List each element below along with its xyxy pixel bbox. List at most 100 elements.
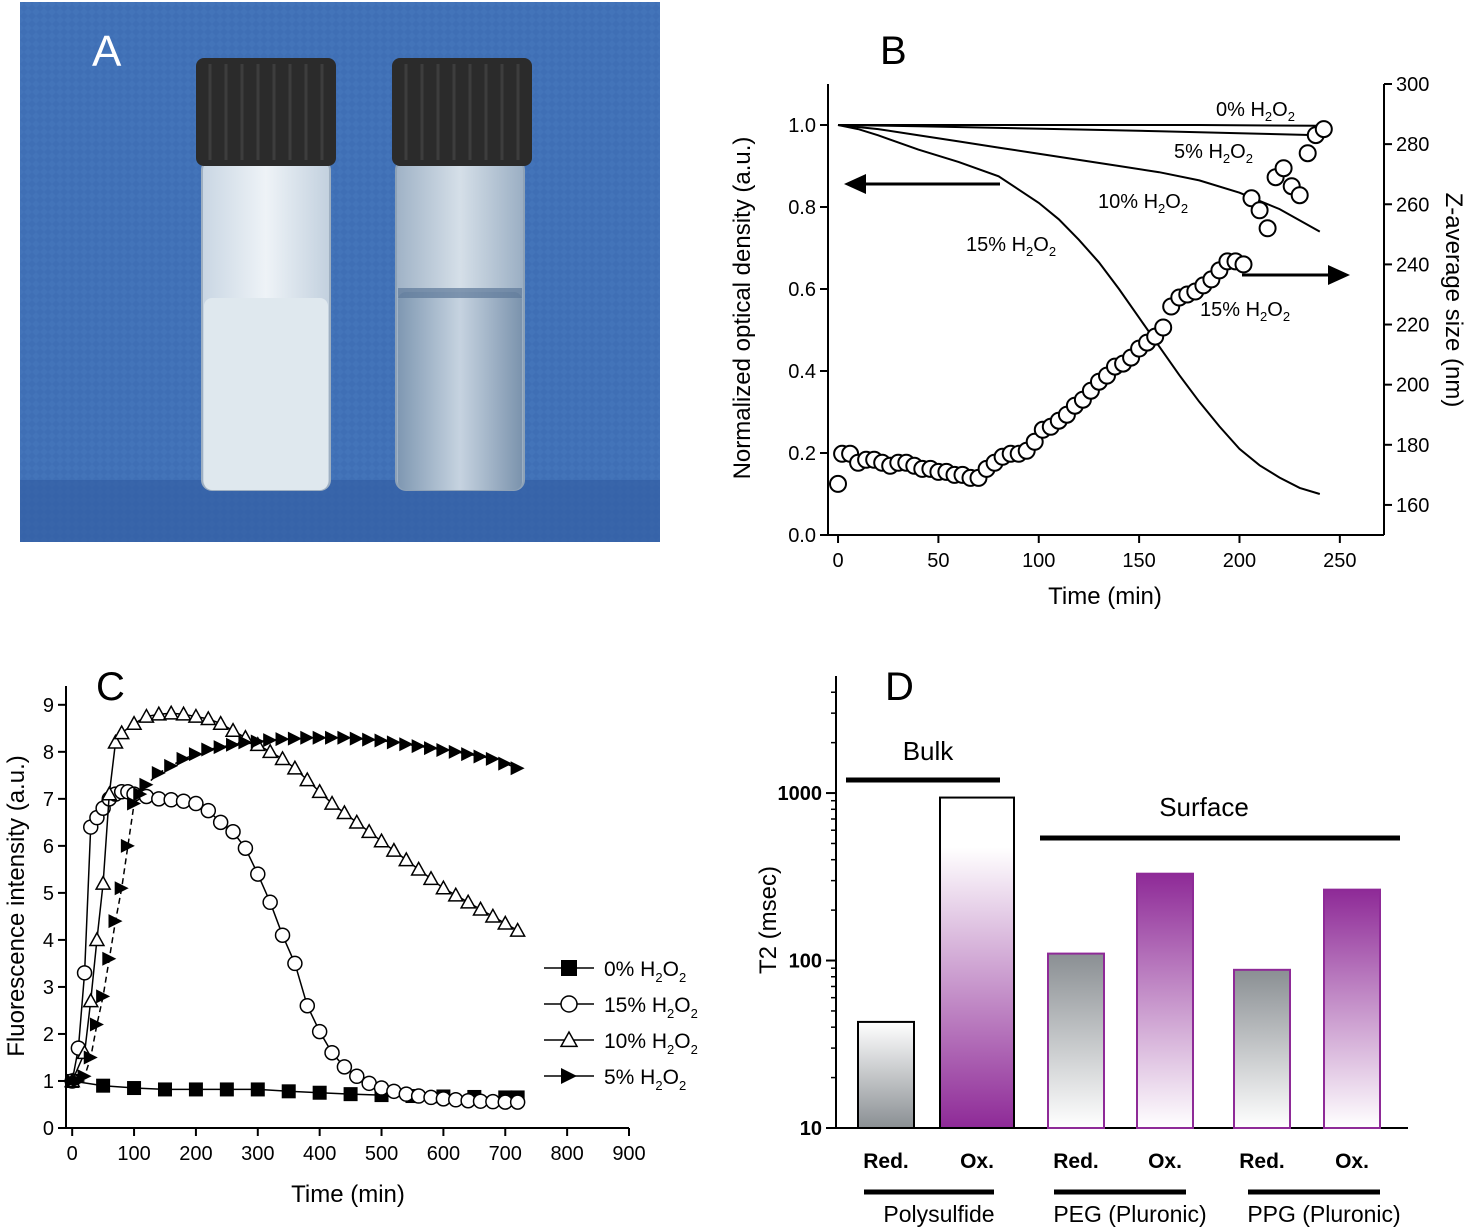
c-legend-label: 15% H2O2	[604, 994, 698, 1021]
vial-left-milky-liquid	[204, 298, 328, 490]
c-marker-triangle	[385, 842, 403, 857]
c-marker-triangle	[138, 708, 155, 723]
b-y2tick-label: 300	[1396, 74, 1429, 96]
panel-c-y-axis-label: Fluorescence intensity (a.u.)	[3, 755, 30, 1056]
c-marker-triangle	[484, 907, 502, 923]
c-xtick-label: 200	[179, 1143, 212, 1165]
b-y2tick-label: 280	[1396, 134, 1429, 156]
c-xtick-label: 400	[303, 1143, 336, 1165]
c-marker-circle	[560, 995, 578, 1013]
c-marker-triangle-right	[312, 730, 327, 745]
surface-bracket-label: Surface	[1159, 792, 1249, 822]
c-legend-tail: O	[663, 1066, 679, 1089]
annotation-10pct: 10% H2O2	[1098, 191, 1188, 216]
panel-c-axes: 0 1 2 3 4 5 6 7 8 9 0 100 200 300 400 500 600 700 800 900	[43, 686, 646, 1165]
c-xtick-label: 600	[427, 1143, 460, 1165]
c-ytick-label: 5	[43, 883, 54, 905]
panel-b-y2-axis-label: Z-average size (nm)	[1440, 193, 1467, 408]
c-ytick-label: 1	[43, 1071, 54, 1093]
c-marker-triangle	[559, 1030, 579, 1048]
panel-b-arrow-right	[1242, 265, 1350, 285]
b-y2tick-label: 220	[1396, 315, 1429, 337]
c-legend-sub: 2	[655, 970, 662, 985]
c-marker-triangle	[447, 886, 465, 902]
b-size-point	[1298, 144, 1317, 163]
panel-d-bars: Red. Ox. Red. Ox. Red. Ox.	[857, 796, 1381, 1173]
b-size-point	[1258, 219, 1277, 238]
d-bar-1	[939, 796, 1015, 1129]
c-marker-circle	[200, 802, 217, 819]
fabric-background	[20, 2, 660, 542]
b-xtick-label: 200	[1223, 550, 1256, 572]
c-marker-triangle-right	[114, 881, 129, 896]
c-marker-triangle-right	[561, 1068, 577, 1084]
c-marker-circle	[336, 1059, 353, 1075]
c-marker-triangle-right	[448, 744, 463, 759]
b-size-point	[1314, 120, 1333, 139]
c-marker-triangle	[422, 870, 440, 886]
b-y2tick-label: 260	[1396, 194, 1429, 216]
panel-d-group-labels: Polysulfide PEG (Pluronic) PPG (Pluronic)	[864, 1189, 1401, 1227]
b-ytick-label: 0.8	[788, 197, 816, 219]
d-category-label: Red.	[1053, 1150, 1099, 1173]
vial-left	[196, 58, 336, 491]
c-marker-triangle-right	[133, 787, 148, 802]
d-group-label: PPG (Pluronic)	[1247, 1201, 1400, 1227]
c-marker-triangle-right	[399, 737, 414, 752]
panel-c-label: C	[96, 665, 125, 709]
d-bar-4	[1233, 968, 1291, 1130]
c-marker-square	[250, 1082, 265, 1097]
c-legend-label: 10% H2O2	[604, 1030, 698, 1057]
c-marker-triangle-right	[102, 951, 117, 966]
b-line-series-2	[837, 124, 1321, 233]
b-size-point	[1290, 186, 1309, 205]
c-legend-sub: 2	[667, 1006, 674, 1021]
d-bar-5	[1323, 888, 1381, 1129]
b-y2tick-label: 200	[1396, 375, 1429, 397]
c-marker-triangle-right	[362, 732, 377, 747]
c-marker-triangle	[212, 715, 229, 730]
d-ytick-label: 10	[800, 1118, 822, 1140]
c-line-series-1	[71, 791, 518, 1103]
vial-right-cap	[392, 58, 532, 166]
c-marker-triangle-right	[188, 747, 203, 762]
c-marker-triangle	[311, 783, 328, 799]
panel-d-label: D	[885, 665, 914, 709]
c-marker-circle	[175, 793, 192, 809]
c-marker-square	[188, 1082, 203, 1097]
c-marker-circle	[509, 1094, 526, 1110]
panel-b-arrow-left	[844, 174, 1000, 194]
c-xtick-label: 500	[365, 1143, 398, 1165]
b-y2tick-label: 180	[1396, 435, 1429, 457]
c-legend-prefix: 5% H	[604, 1066, 655, 1089]
c-marker-triangle-right	[89, 1017, 104, 1032]
panel-c-chart: C Fluorescence intensity (a.u.) Time (mi…	[3, 665, 698, 1208]
panel-b-label: B	[880, 29, 907, 73]
b-xtick-label: 0	[832, 550, 843, 572]
c-marker-triangle-right	[120, 838, 135, 853]
c-legend-tail: O	[663, 958, 679, 981]
c-marker-triangle	[472, 900, 489, 916]
c-marker-circle	[274, 927, 291, 943]
c-marker-circle	[311, 1023, 328, 1040]
c-marker-square	[96, 1078, 111, 1093]
c-marker-triangle	[261, 743, 279, 759]
b-ytick-label: 0.4	[788, 361, 816, 383]
c-marker-triangle-right	[411, 739, 426, 754]
annotation-15pct-od: 15% H2O2	[966, 234, 1056, 259]
d-group-label: PEG (Pluronic)	[1053, 1201, 1206, 1227]
b-line-series-3	[837, 124, 1321, 495]
panel-d-y-axis-label: T2 (msec)	[755, 866, 782, 974]
panel-b-chart: B Normalized optical density (a.u.) Z-av…	[729, 29, 1467, 610]
panel-c-x-axis-label: Time (min)	[291, 1181, 405, 1208]
c-legend-sub2: 2	[679, 1078, 686, 1093]
c-marker-triangle	[299, 771, 316, 787]
c-marker-triangle-right	[300, 730, 315, 745]
b-xtick-label: 50	[927, 550, 949, 572]
c-legend-prefix: 15% H	[604, 994, 667, 1017]
c-marker-triangle-right	[337, 730, 352, 745]
c-marker-triangle	[150, 705, 168, 721]
c-marker-square	[343, 1087, 358, 1102]
c-marker-triangle-right	[108, 914, 123, 929]
